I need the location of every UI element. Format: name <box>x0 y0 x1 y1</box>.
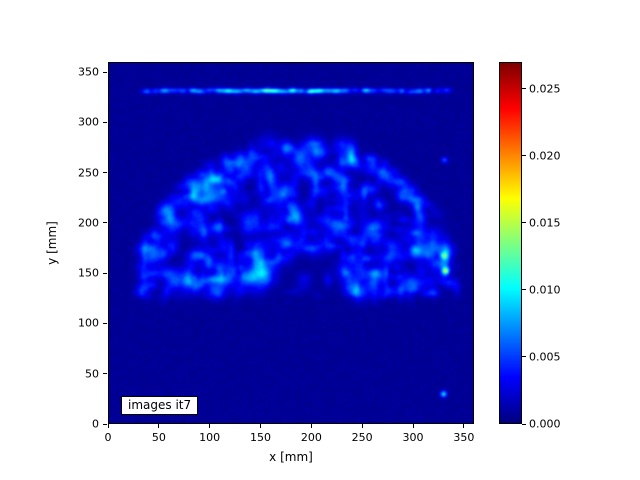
annotation-label: images it7 <box>128 398 192 412</box>
x-tick-mark <box>209 424 211 428</box>
y-tick-mark <box>103 121 107 123</box>
colorbar-tick-mark <box>522 155 526 157</box>
annotation-box: images it7 <box>121 396 199 415</box>
x-tick-mark <box>158 424 160 428</box>
colorbar-gradient <box>500 63 521 423</box>
y-tick-mark <box>103 272 107 274</box>
y-tick-label: 50 <box>85 367 99 381</box>
colorbar-tick-label: 0.025 <box>529 82 561 96</box>
x-tick-label: 0 <box>104 431 112 444</box>
x-tick-label: 150 <box>250 431 271 444</box>
x-tick-label: 350 <box>453 431 475 444</box>
y-tick-label: 0 <box>92 417 99 431</box>
y-tick-mark <box>103 222 107 224</box>
y-tick-mark <box>103 322 107 324</box>
x-tick-mark <box>463 424 465 428</box>
colorbar-tick-mark <box>522 289 526 291</box>
y-tick-label: 300 <box>78 115 99 129</box>
x-tick-label: 200 <box>300 431 322 444</box>
x-tick-label: 250 <box>351 431 373 444</box>
y-tick-mark <box>103 423 107 425</box>
y-tick-label: 250 <box>78 166 99 180</box>
y-tick-label: 150 <box>78 266 99 280</box>
x-tick-mark <box>412 424 414 428</box>
heatmap-canvas <box>109 63 473 423</box>
y-tick-mark <box>103 172 107 174</box>
colorbar-tick-mark <box>522 356 526 358</box>
y-tick-mark <box>103 373 107 375</box>
x-axis-label: x [mm] <box>269 450 313 464</box>
y-tick-label: 200 <box>78 216 99 230</box>
colorbar-tick-label: 0.020 <box>529 149 561 163</box>
colorbar-tick-label: 0.015 <box>529 216 561 230</box>
x-tick-mark <box>310 424 312 428</box>
y-tick-mark <box>103 71 107 73</box>
x-tick-mark <box>107 424 109 428</box>
x-tick-label: 50 <box>151 431 166 444</box>
x-tick-label: 100 <box>199 431 221 444</box>
x-tick-label: 300 <box>402 431 424 444</box>
x-tick-mark <box>260 424 261 428</box>
plot-area: images it7 <box>108 62 474 424</box>
colorbar-tick-mark <box>522 222 526 224</box>
y-tick-label: 100 <box>78 316 99 330</box>
colorbar-tick-label: 0.005 <box>529 350 561 364</box>
y-tick-label: 350 <box>78 65 99 79</box>
colorbar-tick-label: 0.000 <box>529 417 561 431</box>
colorbar <box>499 62 522 424</box>
x-tick-mark <box>361 424 363 428</box>
colorbar-tick-mark <box>522 88 526 90</box>
colorbar-tick-mark <box>522 423 526 425</box>
colorbar-tick-label: 0.010 <box>529 283 561 297</box>
